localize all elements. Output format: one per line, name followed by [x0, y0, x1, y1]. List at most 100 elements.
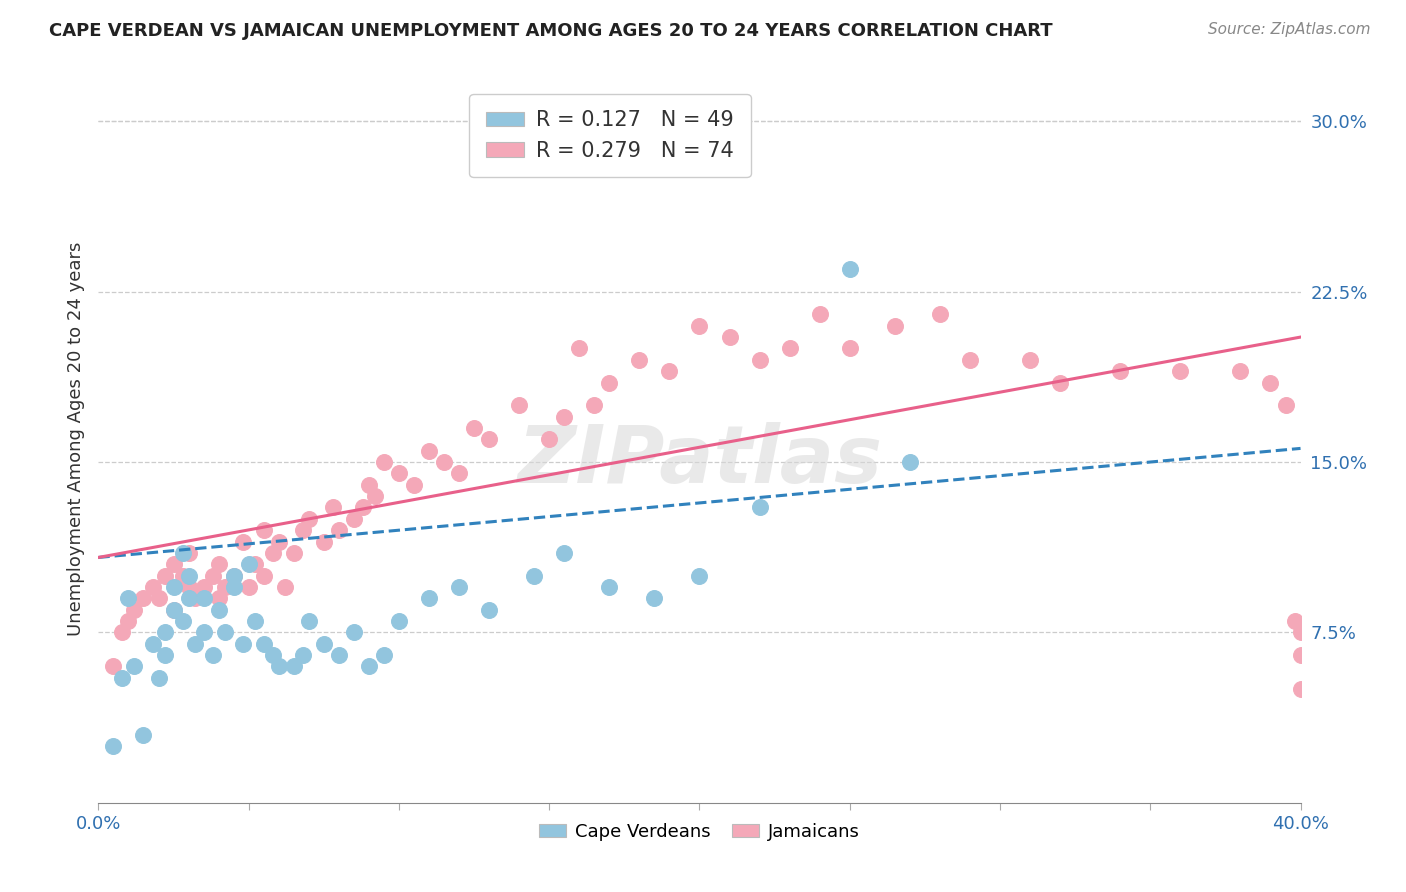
Point	[267, 659, 290, 673]
Point	[688, 318, 710, 333]
Point	[291, 648, 314, 662]
Point	[364, 489, 387, 503]
Point	[688, 568, 710, 582]
Point	[779, 342, 801, 356]
Point	[1289, 682, 1312, 697]
Point	[312, 637, 335, 651]
Point	[148, 671, 170, 685]
Point	[267, 534, 290, 549]
Point	[598, 376, 620, 390]
Point	[718, 330, 741, 344]
Point	[1274, 398, 1296, 412]
Point	[193, 580, 215, 594]
Point	[388, 467, 411, 481]
Point	[328, 648, 350, 662]
Point	[463, 421, 485, 435]
Point	[357, 477, 380, 491]
Point	[883, 318, 905, 333]
Point	[132, 591, 155, 606]
Point	[959, 352, 981, 367]
Point	[298, 614, 321, 628]
Point	[148, 591, 170, 606]
Point	[172, 614, 194, 628]
Point	[193, 625, 215, 640]
Point	[568, 342, 591, 356]
Point	[328, 523, 350, 537]
Point	[478, 432, 501, 446]
Point	[598, 580, 620, 594]
Point	[352, 500, 374, 515]
Point	[322, 500, 344, 515]
Point	[1170, 364, 1192, 378]
Point	[808, 307, 831, 321]
Point	[153, 648, 176, 662]
Point	[103, 739, 125, 753]
Point	[177, 568, 200, 582]
Point	[183, 591, 205, 606]
Point	[418, 443, 440, 458]
Point	[177, 580, 200, 594]
Point	[283, 546, 305, 560]
Point	[222, 568, 245, 582]
Y-axis label: Unemployment Among Ages 20 to 24 years: Unemployment Among Ages 20 to 24 years	[66, 242, 84, 637]
Point	[162, 603, 184, 617]
Point	[132, 728, 155, 742]
Point	[253, 568, 276, 582]
Point	[553, 546, 575, 560]
Point	[177, 591, 200, 606]
Point	[232, 637, 254, 651]
Point	[193, 591, 215, 606]
Point	[117, 614, 139, 628]
Point	[1049, 376, 1071, 390]
Point	[1109, 364, 1132, 378]
Point	[523, 568, 546, 582]
Point	[508, 398, 530, 412]
Point	[103, 659, 125, 673]
Point	[553, 409, 575, 424]
Point	[238, 558, 260, 572]
Point	[748, 500, 770, 515]
Point	[643, 591, 665, 606]
Point	[141, 580, 163, 594]
Point	[162, 580, 184, 594]
Point	[177, 546, 200, 560]
Point	[124, 659, 146, 673]
Legend: Cape Verdeans, Jamaicans: Cape Verdeans, Jamaicans	[531, 816, 868, 848]
Point	[1289, 648, 1312, 662]
Point	[343, 512, 366, 526]
Point	[1284, 614, 1306, 628]
Point	[243, 614, 266, 628]
Point	[172, 546, 194, 560]
Point	[283, 659, 305, 673]
Point	[898, 455, 921, 469]
Point	[208, 591, 231, 606]
Point	[124, 603, 146, 617]
Point	[172, 568, 194, 582]
Point	[274, 580, 297, 594]
Point	[1229, 364, 1251, 378]
Point	[357, 659, 380, 673]
Point	[1289, 625, 1312, 640]
Point	[628, 352, 651, 367]
Point	[838, 342, 860, 356]
Point	[183, 637, 205, 651]
Point	[243, 558, 266, 572]
Point	[538, 432, 561, 446]
Point	[214, 580, 236, 594]
Point	[748, 352, 770, 367]
Point	[343, 625, 366, 640]
Point	[433, 455, 456, 469]
Point	[162, 603, 184, 617]
Point	[583, 398, 606, 412]
Point	[253, 637, 276, 651]
Point	[201, 568, 224, 582]
Point	[153, 568, 176, 582]
Point	[373, 648, 395, 662]
Point	[111, 671, 134, 685]
Point	[929, 307, 952, 321]
Point	[232, 534, 254, 549]
Point	[312, 534, 335, 549]
Point	[222, 568, 245, 582]
Point	[373, 455, 395, 469]
Point	[222, 580, 245, 594]
